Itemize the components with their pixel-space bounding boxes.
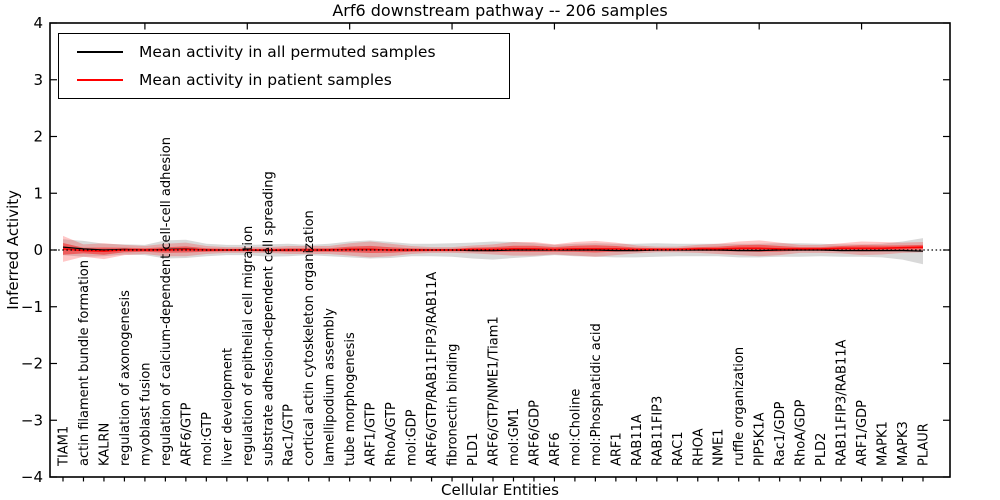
x-tick-label: mol:Phosphatidic acid — [589, 323, 604, 466]
x-tick-label: RAB11FIP3/RAB11A — [835, 339, 850, 466]
x-tick-label: RAB11FIP3 — [650, 396, 665, 466]
x-tick-label: PIP5K1A — [753, 412, 768, 466]
y-tick-label: −2 — [21, 355, 43, 373]
x-tick-label: MAPK3 — [896, 421, 911, 466]
chart-title: Arf6 downstream pathway -- 206 samples — [332, 1, 668, 20]
x-tick-label: Rac1/GDP — [773, 401, 788, 466]
x-tick-label: PLAUR — [917, 423, 932, 466]
x-axis-bottom-ticks — [62, 477, 924, 482]
legend-line-patient-icon — [77, 79, 123, 81]
x-tick-label: ARF6/GTP/NME1/Tiam1 — [487, 316, 502, 466]
x-tick-label: RhoA/GDP — [794, 399, 809, 466]
y-tick-label: −3 — [21, 411, 43, 429]
x-tick-label: RhoA/GTP — [384, 402, 399, 466]
x-tick-label: mol:GM1 — [507, 408, 522, 466]
x-tick-label: RHOA — [691, 428, 706, 466]
x-tick-label: actin filament bundle formation — [77, 260, 92, 466]
y-axis-ticks: 4 3 2 1 0 −1 −2 −3 −4 — [21, 14, 950, 486]
x-tick-label: regulation of axonogenesis — [118, 290, 133, 466]
x-tick-label: MAPK1 — [876, 421, 891, 466]
x-tick-label: liver development — [220, 348, 235, 466]
x-axis-top-ticks — [144, 23, 863, 30]
x-tick-label: ruffle organization — [732, 347, 747, 466]
legend-line-permuted-icon — [77, 51, 123, 53]
y-tick-label: 0 — [33, 241, 43, 259]
legend-entry-patient: Mean activity in patient samples — [77, 71, 509, 89]
x-tick-label: regulation of calcium-dependent cell-cel… — [159, 137, 174, 466]
y-tick-label: −4 — [21, 468, 43, 486]
x-tick-label: lamellipodium assembly — [323, 308, 338, 466]
y-tick-label: 1 — [33, 184, 43, 202]
x-tick-label: ARF1/GTP — [364, 402, 379, 466]
x-tick-label: mol:GDP — [405, 409, 420, 466]
x-tick-label: mol:GTP — [200, 412, 215, 466]
y-tick-label: 3 — [33, 71, 43, 89]
x-tick-label: PLD2 — [814, 433, 829, 466]
x-tick-label: ARF6 — [548, 432, 563, 466]
x-tick-label: KALRN — [97, 423, 112, 466]
x-tick-label: substrate adhesion-dependent cell spread… — [261, 171, 276, 466]
y-tick-label: 4 — [33, 14, 43, 32]
x-tick-label: ARF6/GTP — [179, 402, 194, 466]
x-tick-label: RAC1 — [671, 431, 686, 466]
x-tick-labels: TIAM1 actin filament bundle formation KALR… — [57, 137, 932, 467]
legend-label-patient: Mean activity in patient samples — [139, 71, 392, 89]
legend-label-permuted: Mean activity in all permuted samples — [139, 43, 436, 61]
legend: Mean activity in all permuted samples Me… — [58, 33, 510, 99]
x-tick-label: RAB11A — [630, 414, 645, 466]
x-tick-label: tube morphogenesis — [343, 332, 358, 466]
legend-entry-permuted: Mean activity in all permuted samples — [77, 43, 509, 61]
x-tick-label: ARF6/GTP/RAB11FIP3/RAB11A — [425, 272, 440, 466]
y-tick-label: 2 — [33, 128, 43, 146]
y-tick-label: −1 — [21, 298, 43, 316]
x-tick-label: ARF1/GDP — [855, 400, 870, 466]
x-tick-label: PLD1 — [466, 433, 481, 466]
x-tick-label: Rac1/GTP — [282, 404, 297, 466]
x-tick-label: fibronectin binding — [446, 344, 461, 466]
y-axis-label: Inferred Activity — [4, 190, 22, 310]
x-tick-label: myoblast fusion — [138, 362, 153, 466]
x-tick-label: TIAM1 — [57, 426, 72, 467]
x-tick-label: cortical actin cytoskeleton organization — [302, 210, 317, 466]
x-tick-label: regulation of epithelial cell migration — [241, 226, 256, 466]
y-axis-label-wrap: Inferred Activity — [4, 0, 22, 500]
x-tick-label: NME1 — [712, 429, 727, 466]
x-tick-label: ARF1 — [609, 432, 624, 466]
x-axis-label: Cellular Entities — [441, 481, 559, 499]
x-tick-label: ARF6/GDP — [527, 400, 542, 466]
x-tick-label: mol:Choline — [568, 389, 583, 466]
